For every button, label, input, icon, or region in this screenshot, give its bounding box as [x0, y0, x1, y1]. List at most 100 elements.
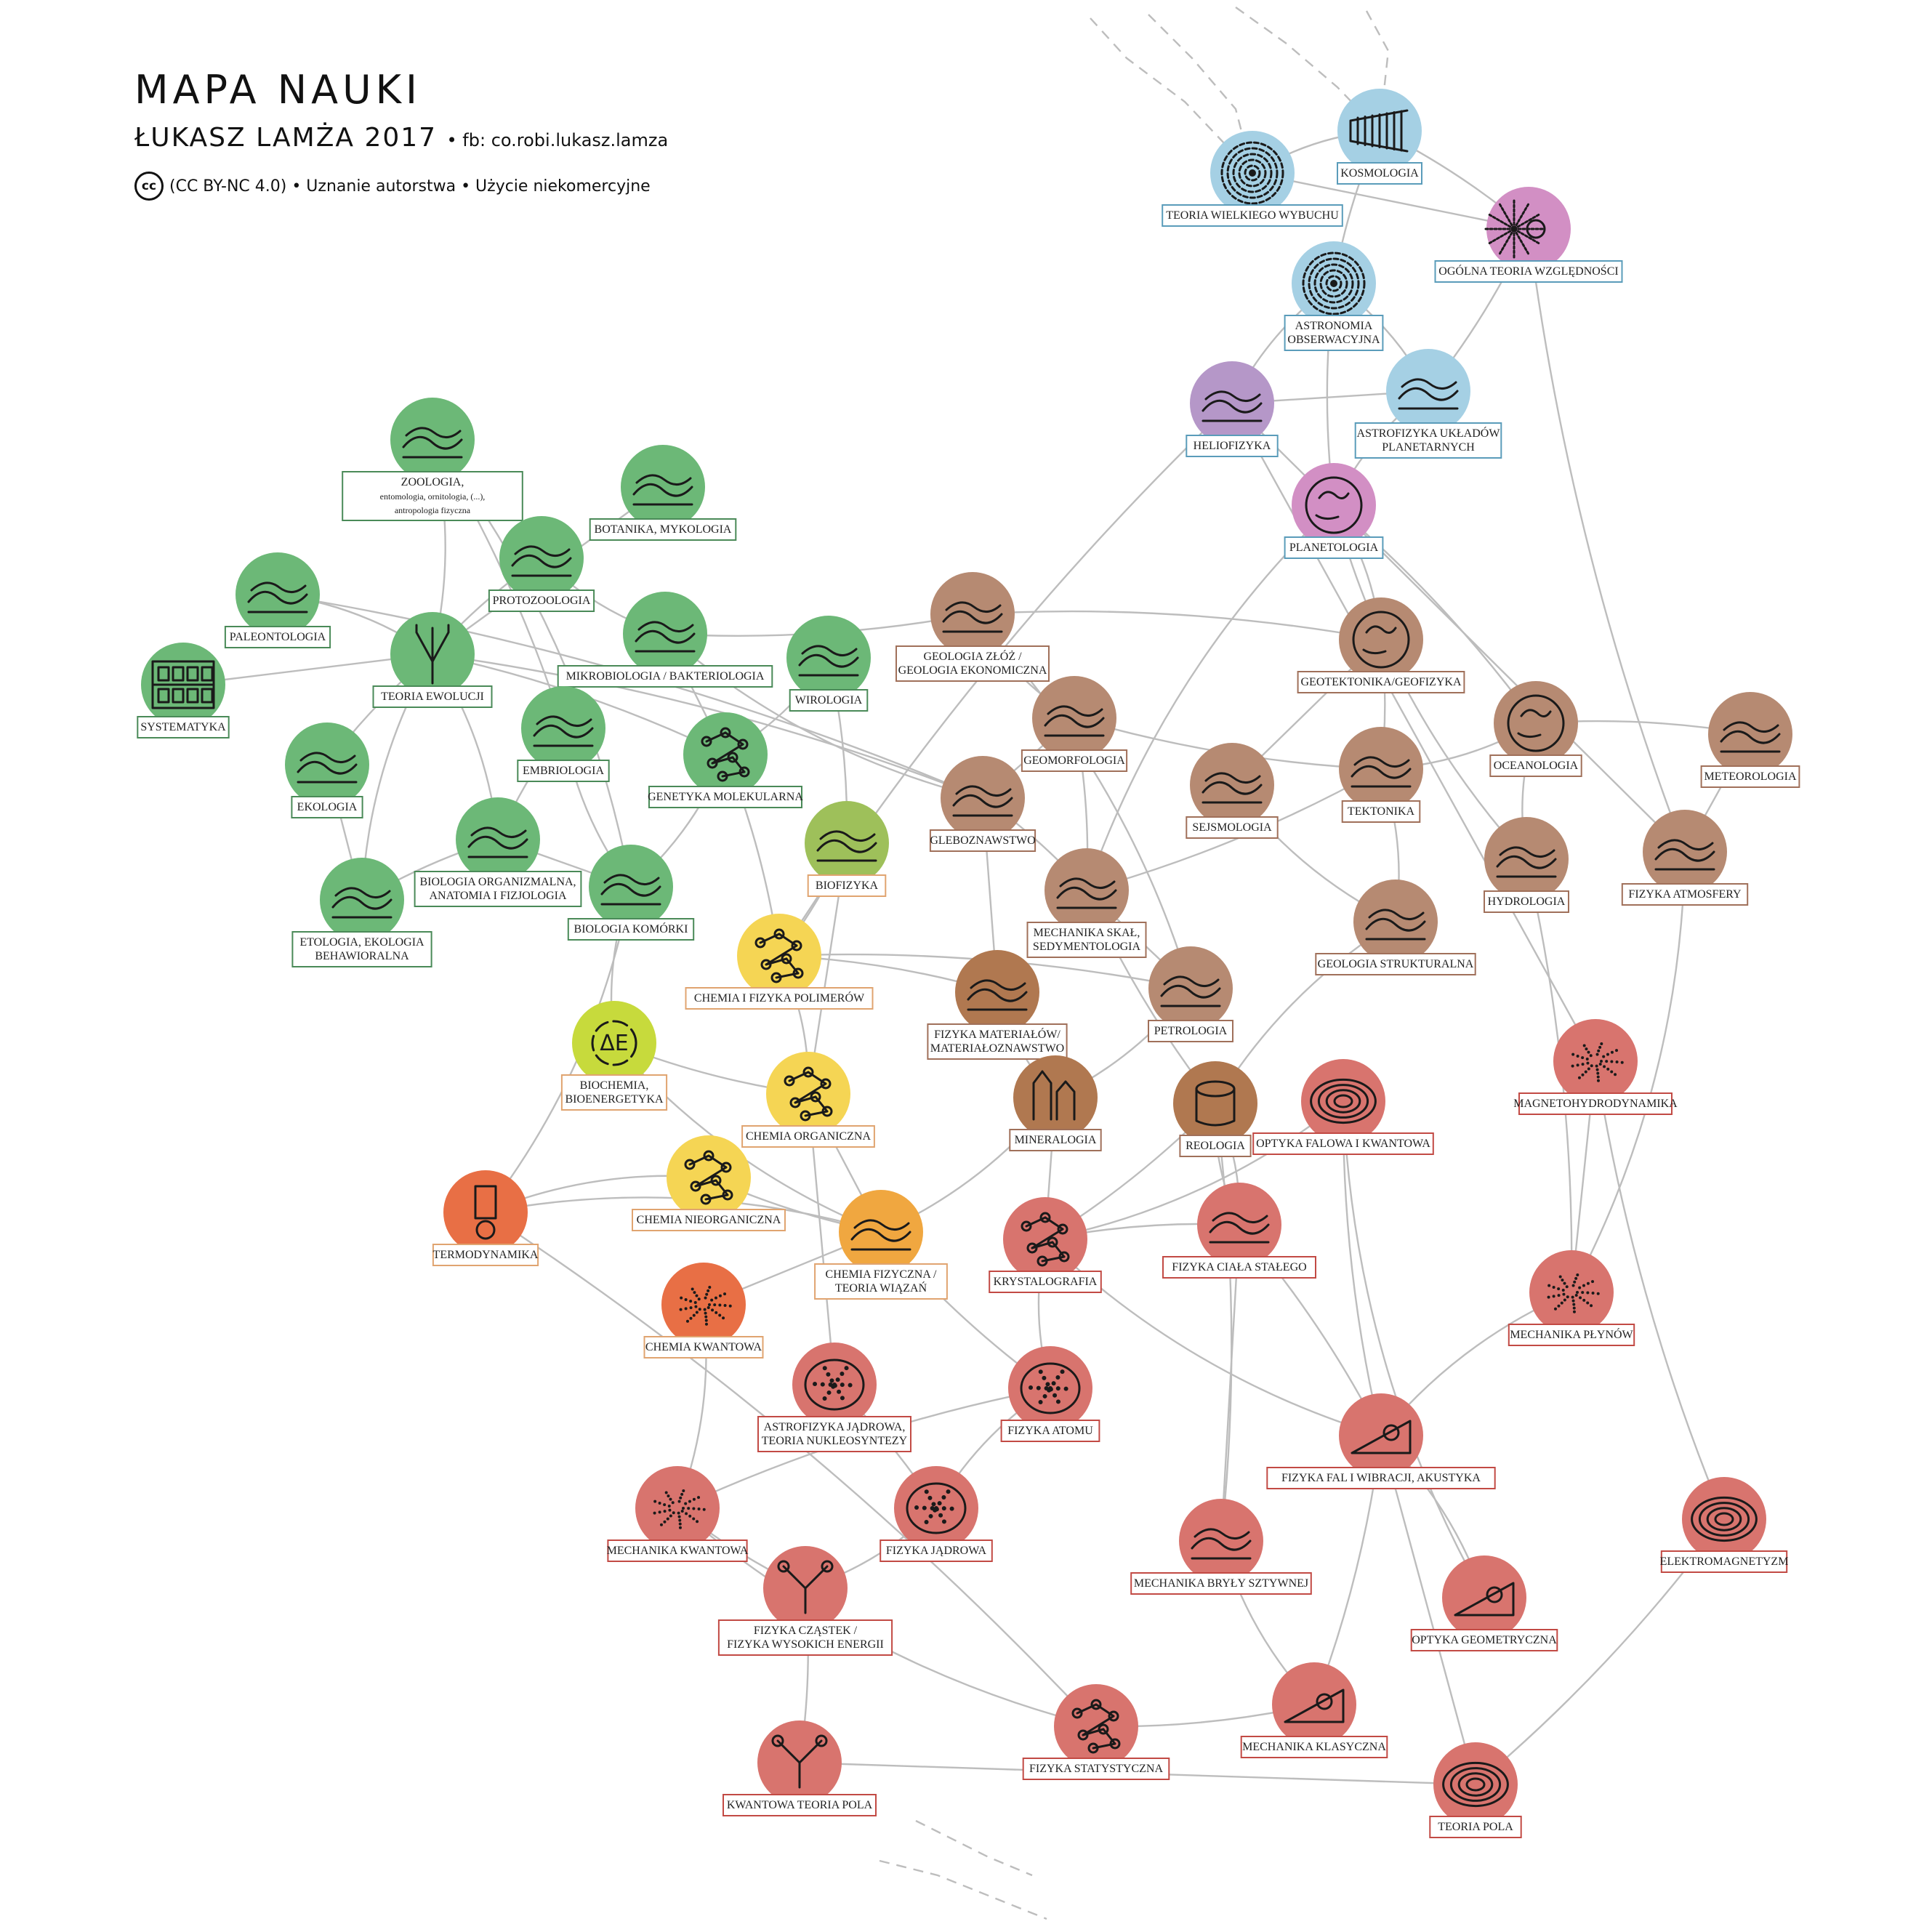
node-elektromagnetyzm[interactable]: ELEKTROMAGNETYZM [1660, 1477, 1789, 1573]
node-magnetohydrodynamika[interactable]: MAGNETOHYDRODYNAMIKA [1513, 1019, 1678, 1115]
node-label: BOTANIKA, MYKOLOGIA [595, 523, 732, 536]
label-box [488, 589, 595, 612]
node-teoria-pola[interactable]: TEORIA POLA [1429, 1742, 1522, 1838]
node-biologia-organizmalna[interactable]: BIOLOGIA ORGANIZMALNA, ANATOMIA I FIZJOLO… [414, 797, 582, 907]
node-astronomia-obserwacyjna[interactable]: ASTRONOMIA OBSERWACYJNA [1284, 241, 1384, 351]
node-fizyka-atomu[interactable]: FIZYKA ATOMU [1000, 1346, 1100, 1442]
node-embriologia[interactable]: EMBRIOLOGIA [517, 686, 610, 782]
node-chemia-kwantowa[interactable]: CHEMIA KWANTOWA [643, 1263, 764, 1359]
node-label: GEOLOGIA STRUKTURALNA [1318, 958, 1474, 970]
node-chemia-polimerow[interactable]: CHEMIA I FIZYKA POLIMERÓW [685, 914, 874, 1010]
node-optyka-geometryczna[interactable]: OPTYKA GEOMETRYCZNA [1410, 1555, 1558, 1651]
node-circle [623, 592, 707, 676]
plate-icon [967, 979, 1028, 1011]
node-botanika[interactable]: BOTANIKA, MYKOLOGIA [589, 445, 737, 541]
node-mechanika-plynow[interactable]: MECHANIKA PŁYNÓW [1508, 1250, 1635, 1346]
lattice-icon [1021, 1212, 1070, 1267]
node-biofizyka[interactable]: BIOFIZYKA [805, 801, 889, 897]
node-circle [1292, 463, 1376, 547]
node-systematyka[interactable]: SYSTEMATYKA [137, 643, 230, 738]
node-fizyka-statystyczna[interactable]: FIZYKA STATYSTYCZNA [1022, 1684, 1170, 1780]
node-reologia[interactable]: REOLOGIA [1173, 1061, 1257, 1157]
node-circle [621, 445, 705, 529]
node-planetologia[interactable]: PLANETOLOGIA [1284, 463, 1384, 559]
incline-icon [1284, 1689, 1345, 1723]
node-fizyka-fal[interactable]: FIZYKA FAL I WIBRACJI, AKUSTYKA [1266, 1393, 1496, 1489]
node-geologia-strukturalna[interactable]: GEOLOGIA STRUKTURALNA [1315, 880, 1476, 975]
dashed-edge-line [879, 1859, 1047, 1920]
node-label: ZOOLOGIA, [401, 476, 464, 488]
node-fizyka-czastek[interactable]: FIZYKA CZĄSTEK /FIZYKA WYSOKICH ENERGII [717, 1546, 893, 1656]
node-ogolna-teoria-wzglednosci[interactable]: OGÓLNA TEORIA WZGLĘDNOŚCI [1434, 187, 1623, 283]
node-circle [1013, 1055, 1098, 1140]
node-mechanika-kwantowa[interactable]: MECHANIKA KWANTOWA [607, 1466, 749, 1562]
label-box [1354, 422, 1502, 459]
vortex-icon [1547, 1273, 1600, 1313]
node-fizyka-ciala-stalego[interactable]: FIZYKA CIAŁA STAŁEGO [1162, 1183, 1316, 1279]
label-box [1148, 1020, 1233, 1042]
node-mechanika-bryly[interactable]: MECHANIKA BRYŁY SZTYWNEJ [1130, 1499, 1312, 1595]
node-biochemia[interactable]: ΔE BIOCHEMIA,BIOENERGETYKA [560, 1001, 668, 1111]
protozoa-icon [511, 545, 572, 577]
node-label: ASTROFIZYKA JĄDROWA, [764, 1421, 906, 1433]
node-astrofizyka-jadrowa[interactable]: ASTROFIZYKA JĄDROWA, TEORIA NUKLEOSYNTEZY [757, 1343, 911, 1452]
node-label: REOLOGIA [1186, 1140, 1245, 1152]
edge-line [972, 610, 1382, 641]
node-label: FIZYKA CIAŁA STAŁEGO [1172, 1261, 1306, 1273]
edge-line [1594, 1060, 1726, 1520]
node-tektonika[interactable]: TEKTONIKA [1339, 727, 1423, 823]
node-protozoologia[interactable]: PROTOZOOLOGIA [488, 516, 595, 612]
node-circle [941, 756, 1025, 840]
thermometer-icon [474, 1185, 497, 1240]
node-label: MECHANIKA KLASYCZNA [1242, 1741, 1386, 1753]
node-paleontologia[interactable]: PALEONTOLOGIA [224, 552, 331, 648]
label-box [557, 665, 773, 688]
node-geomorfologia[interactable]: GEOMORFOLOGIA [1021, 676, 1128, 772]
node-mineralogia[interactable]: MINERALOGIA [1009, 1055, 1102, 1151]
node-teoria-ewolucji[interactable]: TEORIA EWOLUCJI [372, 612, 493, 708]
node-geologia-zloz[interactable]: GEOLOGIA ZŁÓŻ /GEOLOGIA EKONOMICZNA [895, 572, 1050, 682]
label-box [1186, 816, 1279, 839]
node-heliofizyka[interactable]: HELIOFIZYKA [1186, 361, 1279, 457]
node-biologia-komorki[interactable]: BIOLOGIA KOMÓRKI [567, 845, 695, 941]
node-chemia-organiczna[interactable]: CHEMIA ORGANICZNA [741, 1052, 875, 1148]
node-kosmologia[interactable]: KOSMOLOGIA [1337, 89, 1422, 185]
node-petrologia[interactable]: PETROLOGIA [1148, 946, 1233, 1042]
node-sejsmologia[interactable]: SEJSMOLOGIA [1186, 743, 1279, 839]
node-krystalografia[interactable]: KRYSTALOGRAFIA [989, 1197, 1102, 1293]
label-box [372, 685, 493, 708]
node-mechanika-klasyczna[interactable]: MECHANIKA KLASYCZNA [1240, 1662, 1388, 1758]
node-oceanologia[interactable]: OCEANOLOGIA [1489, 681, 1582, 777]
node-kwantowa-teoria-pola[interactable]: KWANTOWA TEORIA POLA [723, 1720, 877, 1816]
atom-icon [1020, 1362, 1081, 1414]
node-label: PROTOZOOLOGIA [493, 595, 591, 607]
node-geotektonika[interactable]: GEOTEKTONIKA/GEOFIZYKA [1297, 597, 1465, 693]
node-label: ETOLOGIA, EKOLOGIA [299, 936, 424, 949]
node-teoria-wielkiego-wybuchu[interactable]: TEORIA WIELKIEGO WYBUCHU [1162, 131, 1343, 227]
node-chemia-nieorganiczna[interactable]: CHEMIA NIEORGANICZNA [632, 1135, 786, 1231]
node-meteorologia[interactable]: METEOROLOGIA [1700, 692, 1800, 788]
node-label: ANATOMIA I FIZJOLOGIA [429, 890, 566, 902]
node-fizyka-jadrowa[interactable]: FIZYKA JĄDROWA [880, 1466, 993, 1562]
node-fizyka-atmosfery[interactable]: FIZYKA ATMOSFERY [1621, 810, 1749, 906]
node-wirologia[interactable]: WIROLOGIA [786, 616, 871, 712]
node-ekologia[interactable]: EKOLOGIA [285, 723, 369, 818]
node-optyka-falowa[interactable]: OPTYKA FALOWA I KWANTOWA [1252, 1059, 1434, 1155]
node-label: OPTYKA FALOWA I KWANTOWA [1256, 1138, 1430, 1150]
edge-line [1332, 504, 1527, 860]
node-zoologia[interactable]: ZOOLOGIA, entomologia, ornitologia, (...)… [342, 398, 523, 521]
node-genetyka[interactable]: GENETYKA MOLEKULARNA [648, 712, 803, 808]
node-termodynamika[interactable]: TERMODYNAMIKA [432, 1170, 539, 1266]
node-circle [839, 1190, 923, 1274]
node-mikrobiologia[interactable]: MIKROBIOLOGIA / BAKTERIOLOGIA [557, 592, 773, 688]
node-hydrologia[interactable]: HYDROLOGIA [1484, 817, 1569, 913]
node-circle [390, 398, 475, 482]
node-mechanika-skal[interactable]: MECHANIKA SKAŁ, SEDYMENTOLOGIA [1026, 848, 1147, 958]
node-chemia-fizyczna[interactable]: CHEMIA FIZYCZNA /TEORIA WIĄZAŃ [814, 1190, 948, 1300]
plasma-icon [1571, 1042, 1624, 1082]
node-gleboznawstwo[interactable]: GLEBOZNAWSTWO [929, 756, 1037, 852]
label-box [989, 1271, 1102, 1293]
node-fizyka-materialow[interactable]: FIZYKA MATERIAŁÓW/MATERIAŁOZNAWSTWO [927, 950, 1068, 1060]
